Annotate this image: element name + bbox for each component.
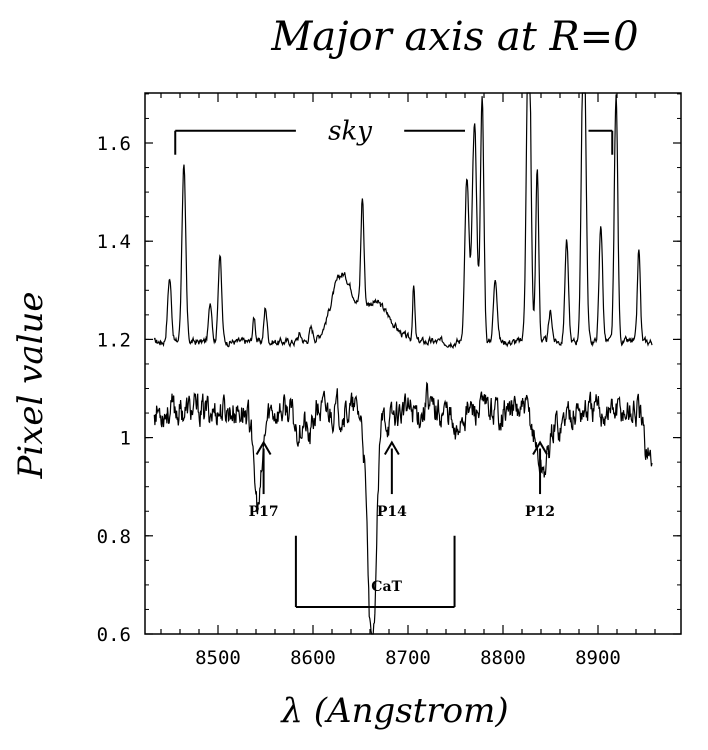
y-tick-label: 0.6 xyxy=(97,624,131,646)
arrow-head xyxy=(532,440,548,456)
cat-bracket xyxy=(294,535,456,608)
x-tick-label: 8800 xyxy=(480,647,526,669)
y-axis-label: Pixel value xyxy=(11,291,51,479)
object-spectrum-line xyxy=(153,381,653,635)
x-tick-label: 8700 xyxy=(385,647,431,669)
arrow-label: P12 xyxy=(525,504,555,520)
y-tick-label: 1.6 xyxy=(97,133,131,155)
y-tick-label: 1 xyxy=(120,428,131,450)
chart-title: Major axis at R=0 xyxy=(270,14,638,60)
y-tick-label: 1.2 xyxy=(97,329,131,351)
y-tick-label: 1.4 xyxy=(97,231,131,253)
arrow-annotations: P17 P14 P12 xyxy=(249,440,555,520)
arrow-label: P14 xyxy=(377,504,407,520)
y-axis: 0.6 0.8 1 1.2 1.4 1.6 xyxy=(97,93,681,646)
arrow-head xyxy=(255,440,272,456)
x-axis: 8500 8600 8700 8800 8900 xyxy=(160,93,656,669)
y-tick-label: 0.8 xyxy=(97,526,131,548)
x-axis-label: λ (Angstrom) xyxy=(279,691,508,731)
x-tick-label: 8600 xyxy=(290,647,336,669)
sky-bracket xyxy=(174,129,614,155)
arrow-head xyxy=(383,440,400,456)
sky-label: sky xyxy=(328,117,372,147)
arrow-label: P17 xyxy=(249,504,279,520)
cat-label: CaT xyxy=(371,579,402,595)
x-tick-label: 8500 xyxy=(195,647,241,669)
x-tick-label: 8900 xyxy=(575,647,621,669)
sky-spectrum-line xyxy=(153,92,653,350)
plot-frame xyxy=(144,92,682,635)
